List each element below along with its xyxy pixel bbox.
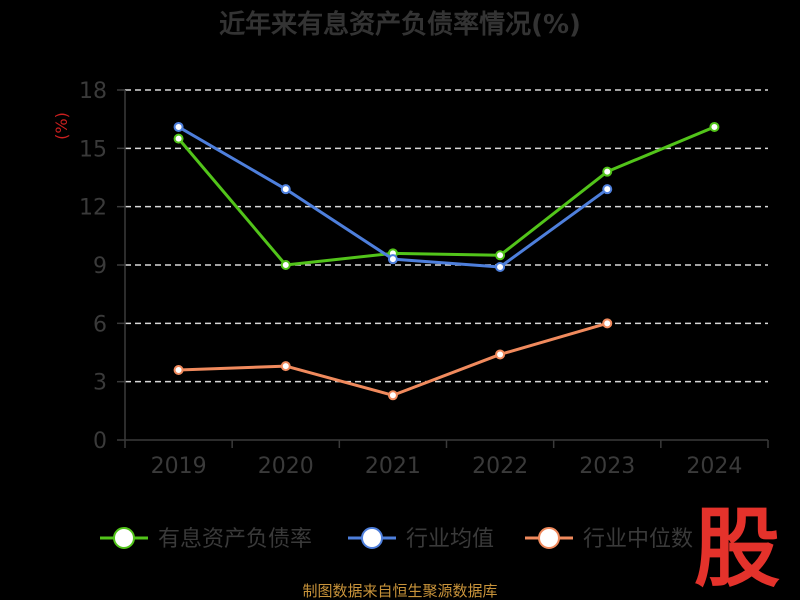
- y-tick-label: 3: [93, 371, 107, 396]
- series-line: [178, 321, 608, 397]
- x-tick-label: 2021: [365, 454, 421, 479]
- legend-label: 行业中位数: [583, 527, 693, 552]
- legend-marker: [361, 527, 383, 549]
- data-point: [280, 184, 291, 195]
- x-tick-label: 2020: [258, 454, 314, 479]
- chart-title: 近年来有息资产负债率情况(%): [219, 9, 581, 40]
- data-point: [602, 318, 613, 329]
- y-tick-label: 18: [79, 79, 107, 104]
- series-1: [173, 121, 613, 272]
- data-point: [387, 390, 398, 401]
- series-0: [173, 121, 720, 270]
- data-point: [602, 184, 613, 195]
- grid-lines: [125, 89, 768, 383]
- legend-item[interactable]: 有息资产负债率: [100, 527, 312, 552]
- data-point: [173, 365, 184, 375]
- x-tick-label: 2019: [151, 454, 207, 479]
- legend-label: 有息资产负债率: [158, 527, 312, 552]
- series-2: [173, 318, 613, 401]
- source-note: 制图数据来自恒生聚源数据库: [302, 582, 497, 600]
- x-tick-label: 2024: [686, 454, 742, 479]
- legend-marker: [113, 527, 135, 549]
- data-point: [173, 133, 184, 144]
- legend-item[interactable]: 行业均值: [348, 527, 494, 552]
- data-point: [173, 121, 184, 132]
- series-line: [177, 125, 609, 269]
- data-point: [495, 349, 506, 360]
- legend-item[interactable]: 行业中位数: [525, 527, 693, 552]
- data-point: [495, 261, 506, 272]
- x-tick-label: 2022: [472, 454, 528, 479]
- logo-glyph: 股: [694, 499, 780, 599]
- data-point: [709, 121, 720, 132]
- legend-label: 行业均值: [406, 527, 494, 552]
- data-point: [495, 250, 506, 261]
- data-point: [280, 260, 291, 270]
- y-tick-label: 0: [93, 429, 107, 454]
- data-point: [602, 166, 613, 177]
- legend[interactable]: 有息资产负债率 行业均值 行业中位数: [100, 527, 693, 552]
- x-tick-label: 2023: [579, 454, 635, 479]
- y-tick-labels: 0 3 6 9 12 15 18: [79, 79, 107, 454]
- x-tick-labels: 2019 2020 2021 2022 2023 2024: [151, 454, 743, 479]
- data-point: [280, 361, 291, 372]
- y-tick-label: 6: [93, 312, 107, 337]
- axes: [117, 89, 769, 448]
- y-axis-label: (%): [52, 112, 71, 140]
- y-tick-label: 15: [79, 137, 107, 162]
- y-tick-label: 12: [79, 196, 107, 221]
- data-point: [387, 254, 398, 265]
- series-line: [177, 125, 715, 267]
- series-lines: [173, 121, 720, 401]
- y-tick-label: 9: [93, 254, 107, 279]
- legend-marker: [538, 527, 560, 549]
- logo: 股: [694, 499, 780, 599]
